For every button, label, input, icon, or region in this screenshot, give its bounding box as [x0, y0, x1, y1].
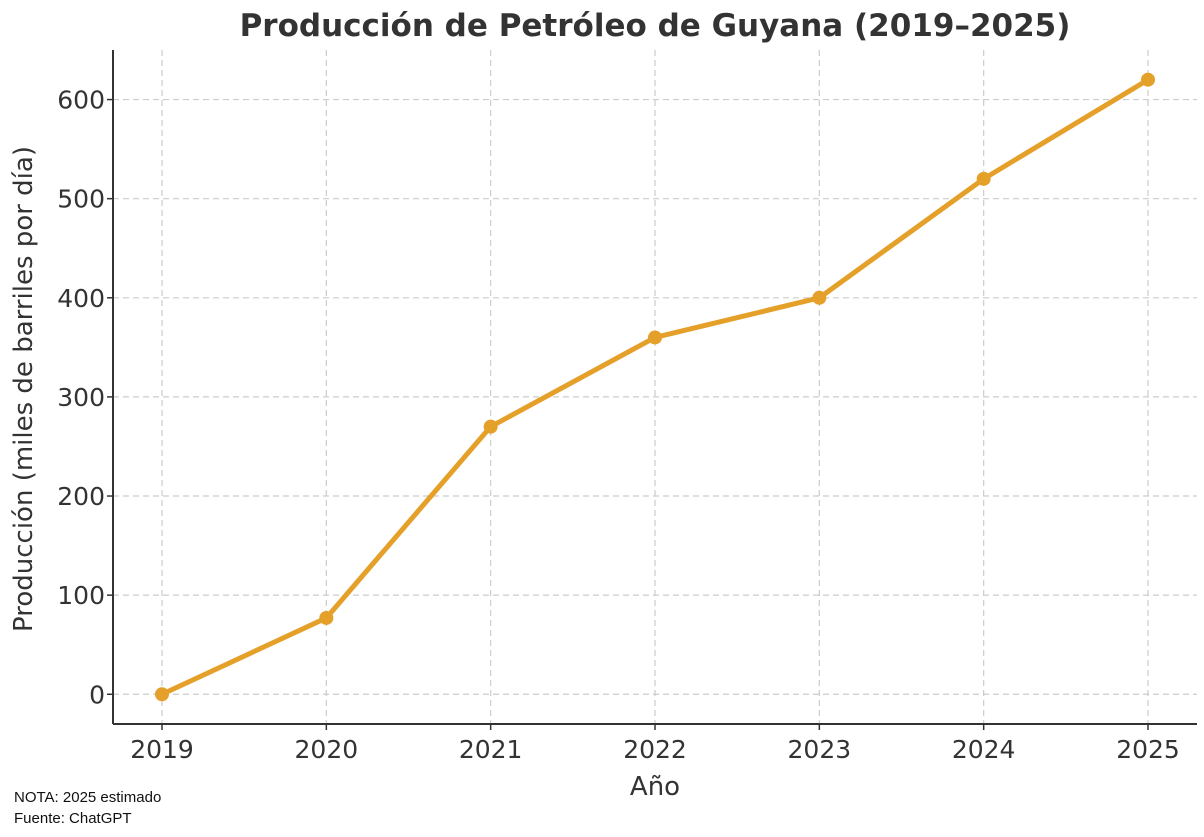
chart-title: Producción de Petróleo de Guyana (2019–2… [240, 8, 1071, 44]
data-point [648, 330, 662, 345]
data-point [1141, 72, 1155, 87]
x-tick-label: 2025 [1116, 735, 1180, 764]
x-tick-label: 2022 [623, 735, 687, 764]
y-axis-label: Producción (miles de barriles por día) [9, 146, 39, 632]
y-tick-label: 300 [57, 383, 105, 412]
y-tick-label: 0 [89, 680, 105, 709]
data-point [155, 687, 169, 702]
data-point [319, 610, 334, 625]
y-tick-label: 200 [57, 482, 105, 511]
x-axis-label: Año [630, 772, 680, 802]
data-point [976, 171, 991, 186]
note-estimate: NOTA: 2025 estimado [14, 789, 162, 806]
note-source: Fuente: ChatGPT [14, 810, 132, 827]
y-tick-label: 600 [57, 86, 105, 115]
y-tick-label: 100 [57, 581, 105, 610]
x-tick-label: 2019 [130, 735, 194, 764]
series [155, 72, 1155, 702]
x-tick-label: 2024 [952, 735, 1016, 764]
data-point [812, 290, 827, 305]
ticks: 2019 2020 2021 2022 2023 2024 2025 0 100 200 300 40… [57, 86, 1180, 764]
x-tick-label: 2023 [788, 735, 852, 764]
x-tick-label: 2021 [459, 735, 523, 764]
data-point [483, 419, 498, 434]
y-tick-label: 500 [57, 185, 105, 214]
y-tick-label: 400 [57, 284, 105, 313]
x-tick-label: 2020 [295, 735, 359, 764]
